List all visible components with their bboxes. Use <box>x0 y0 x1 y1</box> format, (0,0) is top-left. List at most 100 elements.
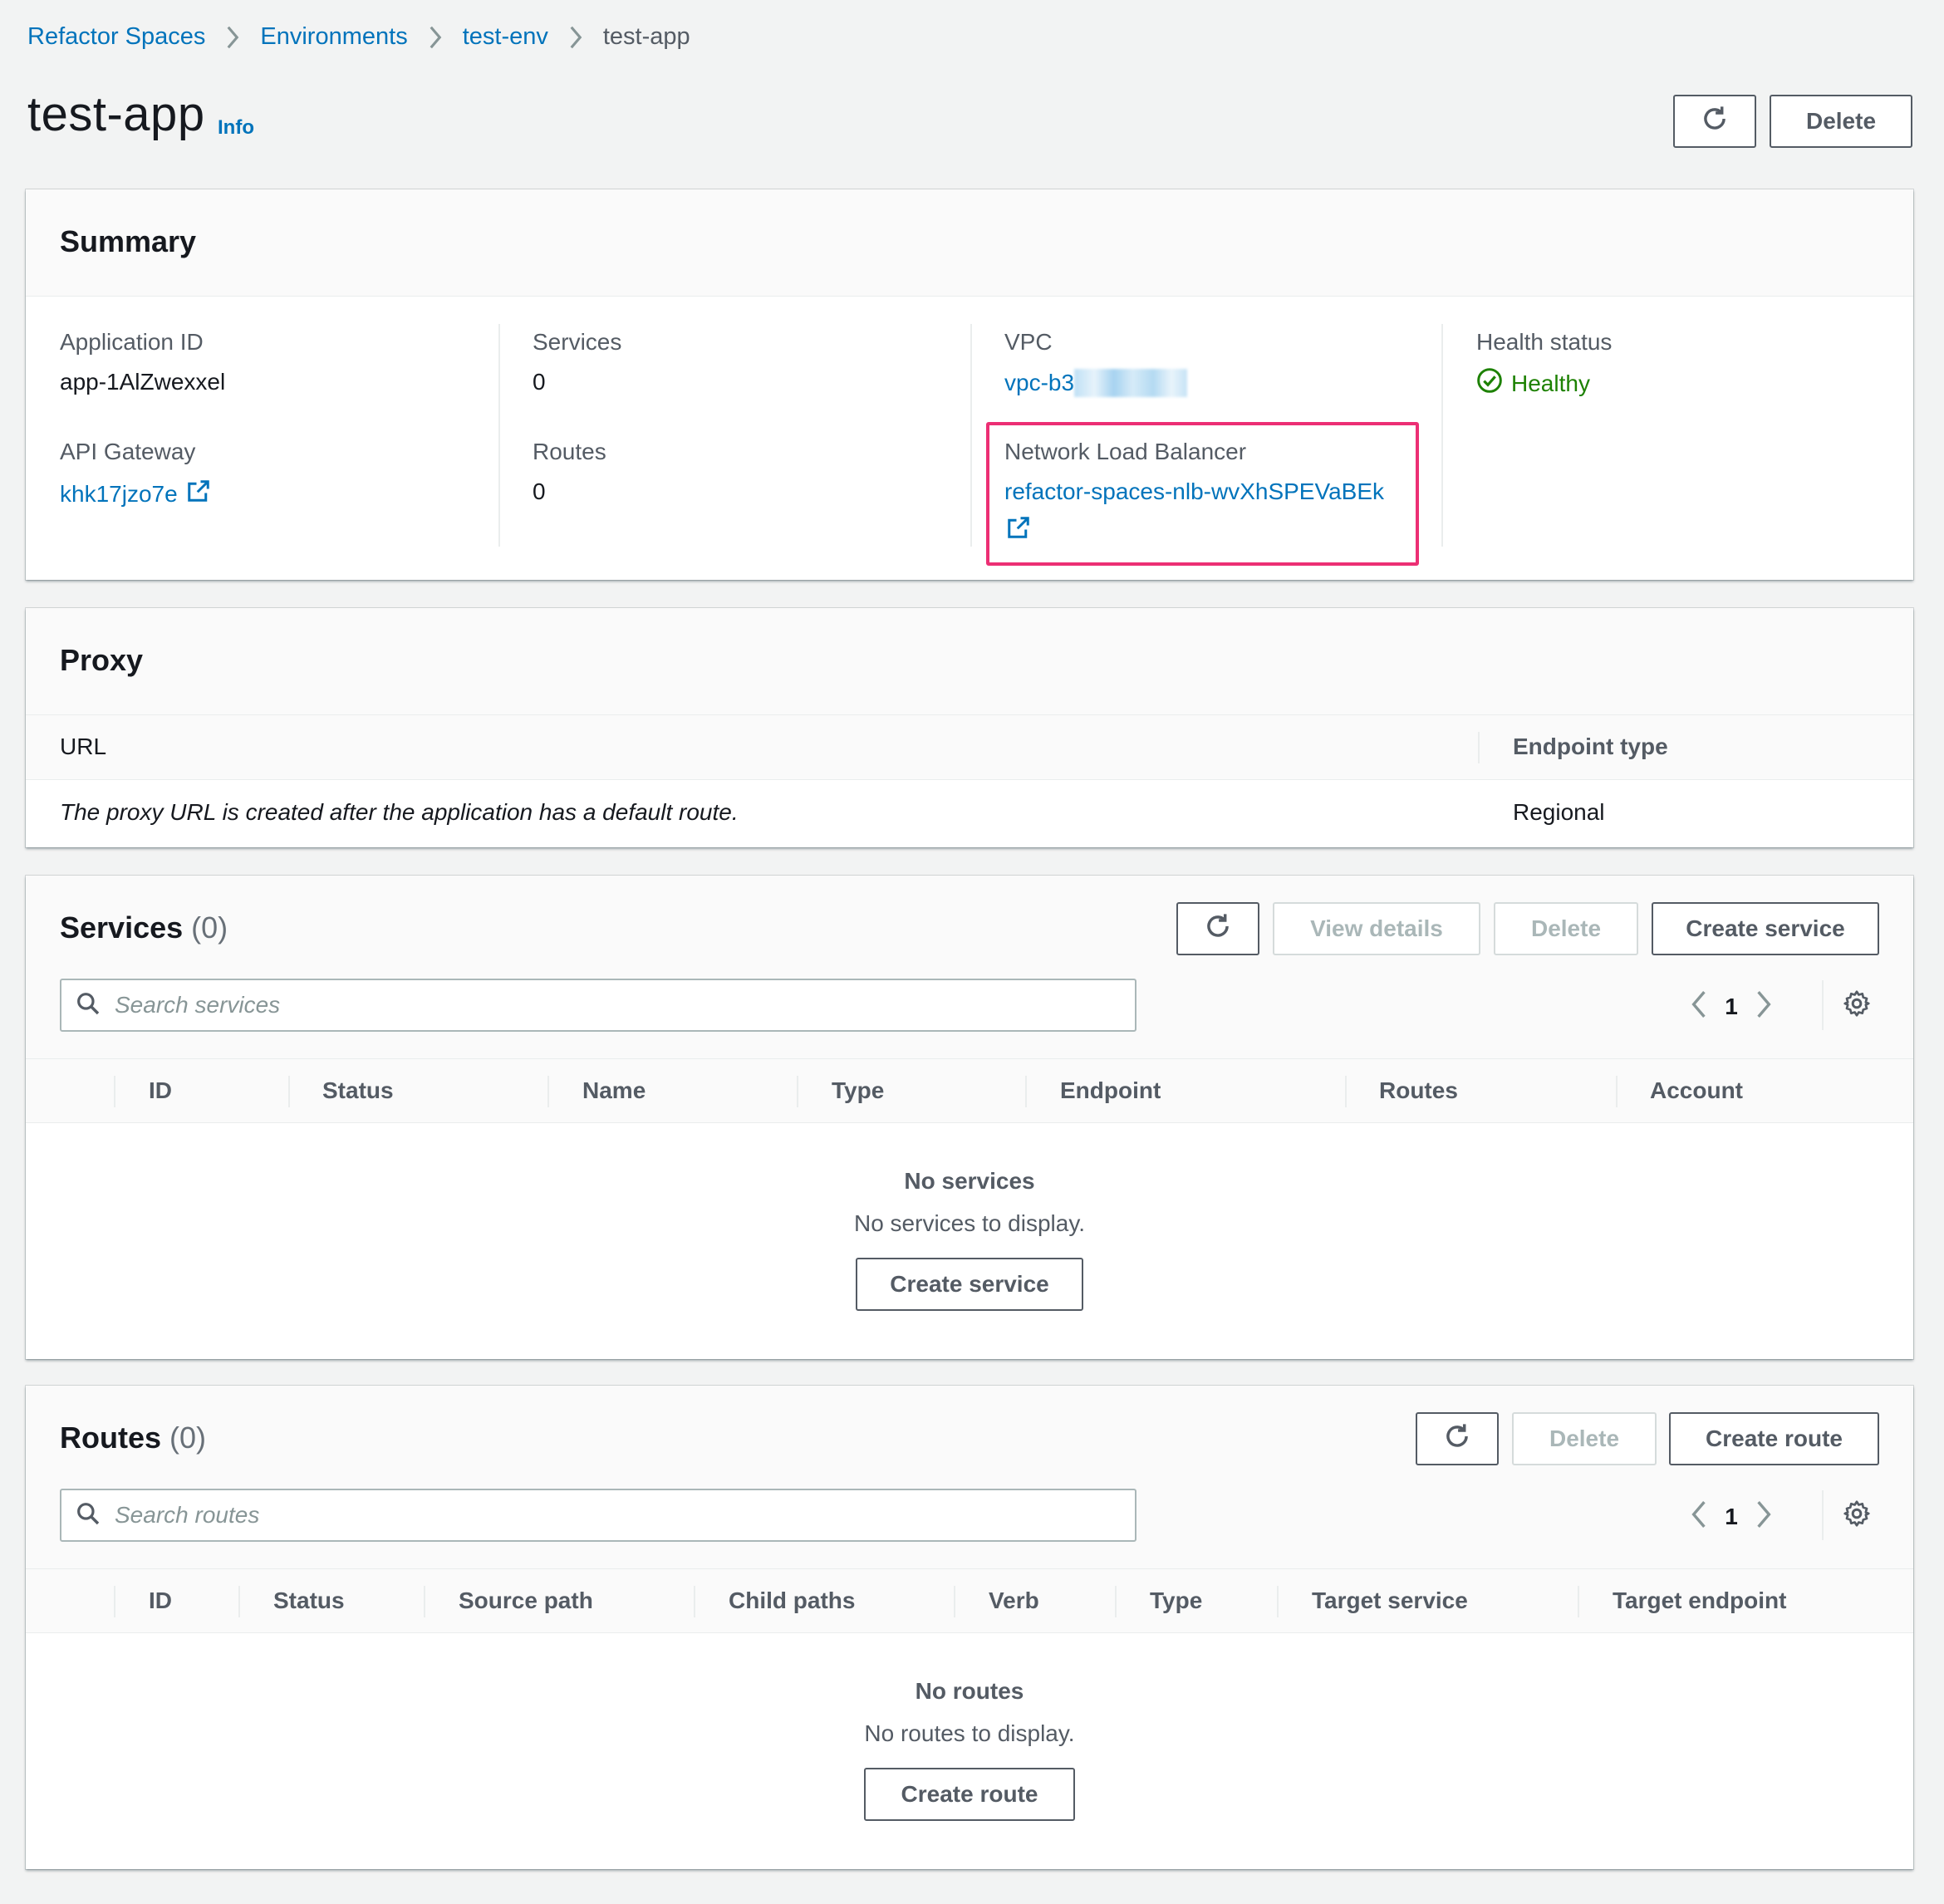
external-link-icon[interactable] <box>1006 515 1031 544</box>
routes-label: Routes <box>533 439 606 464</box>
routes-delete-button[interactable]: Delete <box>1512 1412 1657 1465</box>
column-header-name[interactable]: Name <box>582 1077 646 1103</box>
column-header-type[interactable]: Type <box>832 1077 885 1103</box>
chevron-right-icon <box>205 23 260 51</box>
vpc-label: VPC <box>1004 329 1053 355</box>
api-gateway-value: khk17jzo7e <box>60 480 178 507</box>
chevron-right-icon <box>408 23 463 51</box>
column-separator <box>1345 1076 1347 1107</box>
column-separator <box>547 1076 549 1107</box>
chevron-left-icon[interactable] <box>1690 1500 1708 1533</box>
services-label: Services <box>533 329 622 355</box>
vpc-link[interactable]: vpc-b3 <box>1004 369 1188 397</box>
chevron-right-icon[interactable] <box>1755 1500 1773 1533</box>
refresh-icon <box>1441 1421 1473 1458</box>
breadcrumb: Refactor Spaces Environments test-env te… <box>27 20 690 53</box>
column-divider <box>1441 324 1443 547</box>
delete-button[interactable]: Delete <box>1770 95 1912 148</box>
column-separator <box>694 1586 695 1617</box>
column-header-source-path[interactable]: Source path <box>459 1587 593 1613</box>
create-service-empty-button[interactable]: Create service <box>856 1258 1083 1311</box>
column-divider <box>970 324 972 547</box>
services-title: Services (0) <box>60 910 228 945</box>
routes-title: Routes (0) <box>60 1421 206 1455</box>
routes-refresh-button[interactable] <box>1416 1412 1499 1465</box>
gear-icon[interactable] <box>1842 1499 1872 1533</box>
services-title-text: Services <box>60 910 184 945</box>
proxy-header: Proxy <box>26 608 1913 715</box>
create-route-button[interactable]: Create route <box>1669 1412 1879 1465</box>
column-header-target-endpoint[interactable]: Target endpoint <box>1613 1587 1787 1613</box>
search-services-input[interactable] <box>115 992 1095 1018</box>
routes-count: (0) <box>169 1421 207 1455</box>
breadcrumb-refactor-spaces[interactable]: Refactor Spaces <box>27 22 206 50</box>
services-delete-button[interactable]: Delete <box>1494 902 1638 955</box>
column-header-endpoint[interactable]: Endpoint <box>1060 1077 1161 1103</box>
search-icon <box>61 990 115 1021</box>
services-count: (0) <box>191 910 228 945</box>
routes-title-text: Routes <box>60 1421 162 1455</box>
chevron-left-icon[interactable] <box>1690 990 1708 1023</box>
column-header-target-service[interactable]: Target service <box>1312 1587 1468 1613</box>
services-refresh-button[interactable] <box>1176 902 1259 955</box>
refresh-button[interactable] <box>1673 95 1756 148</box>
create-service-button[interactable]: Create service <box>1652 902 1879 955</box>
routes-header: Routes (0) Delete Create route 1 <box>26 1386 1913 1568</box>
column-header-routes[interactable]: Routes <box>1379 1077 1458 1103</box>
services-header: Services (0) View details Delete Create … <box>26 876 1913 1058</box>
column-separator <box>1277 1586 1279 1617</box>
proxy-panel: Proxy URL Endpoint type The proxy URL is… <box>26 608 1913 847</box>
services-empty-title: No services <box>904 1168 1035 1194</box>
gear-icon[interactable] <box>1842 989 1872 1023</box>
column-header-status[interactable]: Status <box>322 1077 394 1103</box>
column-header-status[interactable]: Status <box>273 1587 345 1613</box>
column-divider <box>498 324 500 547</box>
proxy-title: Proxy <box>60 643 144 677</box>
chevron-right-icon[interactable] <box>1755 990 1773 1023</box>
column-header-id[interactable]: ID <box>149 1587 172 1613</box>
redacted-text <box>1074 369 1188 397</box>
search-routes <box>60 1489 1136 1542</box>
external-link-icon <box>186 478 211 509</box>
services-panel: Services (0) View details Delete Create … <box>26 876 1913 1359</box>
api-gateway-label: API Gateway <box>60 439 196 464</box>
breadcrumb-environments[interactable]: Environments <box>260 22 408 50</box>
routes-empty-description: No routes to display. <box>864 1720 1075 1746</box>
proxy-url-value: The proxy URL is created after the appli… <box>60 799 739 825</box>
column-header-verb[interactable]: Verb <box>989 1587 1039 1613</box>
column-separator <box>288 1076 290 1107</box>
search-routes-input[interactable] <box>115 1502 1095 1529</box>
column-separator <box>1115 1586 1117 1617</box>
info-link[interactable]: Info <box>218 116 254 139</box>
view-details-button[interactable]: View details <box>1273 902 1480 955</box>
nlb-label: Network Load Balancer <box>1004 439 1247 464</box>
nlb-link[interactable]: refactor-spaces-nlb-wvXhSPEVaBEk <box>1004 478 1384 504</box>
breadcrumb-current: test-app <box>602 22 690 50</box>
page-title: test-app <box>27 87 205 141</box>
create-route-empty-button[interactable]: Create route <box>864 1768 1075 1821</box>
column-header-id[interactable]: ID <box>149 1077 172 1103</box>
summary-panel: Summary Application ID app-1AlZwexxel AP… <box>26 189 1913 580</box>
services-empty-description: No services to display. <box>853 1210 1086 1236</box>
endpoint-type-value: Regional <box>1513 799 1605 825</box>
services-value: 0 <box>533 369 546 395</box>
vpc-value: vpc-b3 <box>1004 370 1075 395</box>
proxy-table-header: URL Endpoint type <box>26 715 1913 780</box>
highlight-box <box>986 422 1419 566</box>
page-number[interactable]: 1 <box>1725 993 1738 1019</box>
page-number[interactable]: 1 <box>1725 1503 1738 1529</box>
summary-header: Summary <box>26 189 1913 297</box>
column-header-child-paths[interactable]: Child paths <box>729 1587 856 1613</box>
breadcrumb-test-env[interactable]: test-env <box>462 22 548 50</box>
refresh-icon <box>1699 103 1730 140</box>
column-separator <box>114 1076 115 1107</box>
search-services <box>60 979 1136 1032</box>
table-row: The proxy URL is created after the appli… <box>26 781 1913 847</box>
api-gateway-link[interactable]: khk17jzo7e <box>60 478 211 509</box>
pager-divider <box>1822 980 1824 1030</box>
column-header-type[interactable]: Type <box>1150 1587 1203 1613</box>
column-header-account[interactable]: Account <box>1650 1077 1743 1103</box>
column-separator <box>1478 732 1480 763</box>
services-table-header: ID Status Name Type Endpoint Routes Acco… <box>26 1058 1913 1123</box>
